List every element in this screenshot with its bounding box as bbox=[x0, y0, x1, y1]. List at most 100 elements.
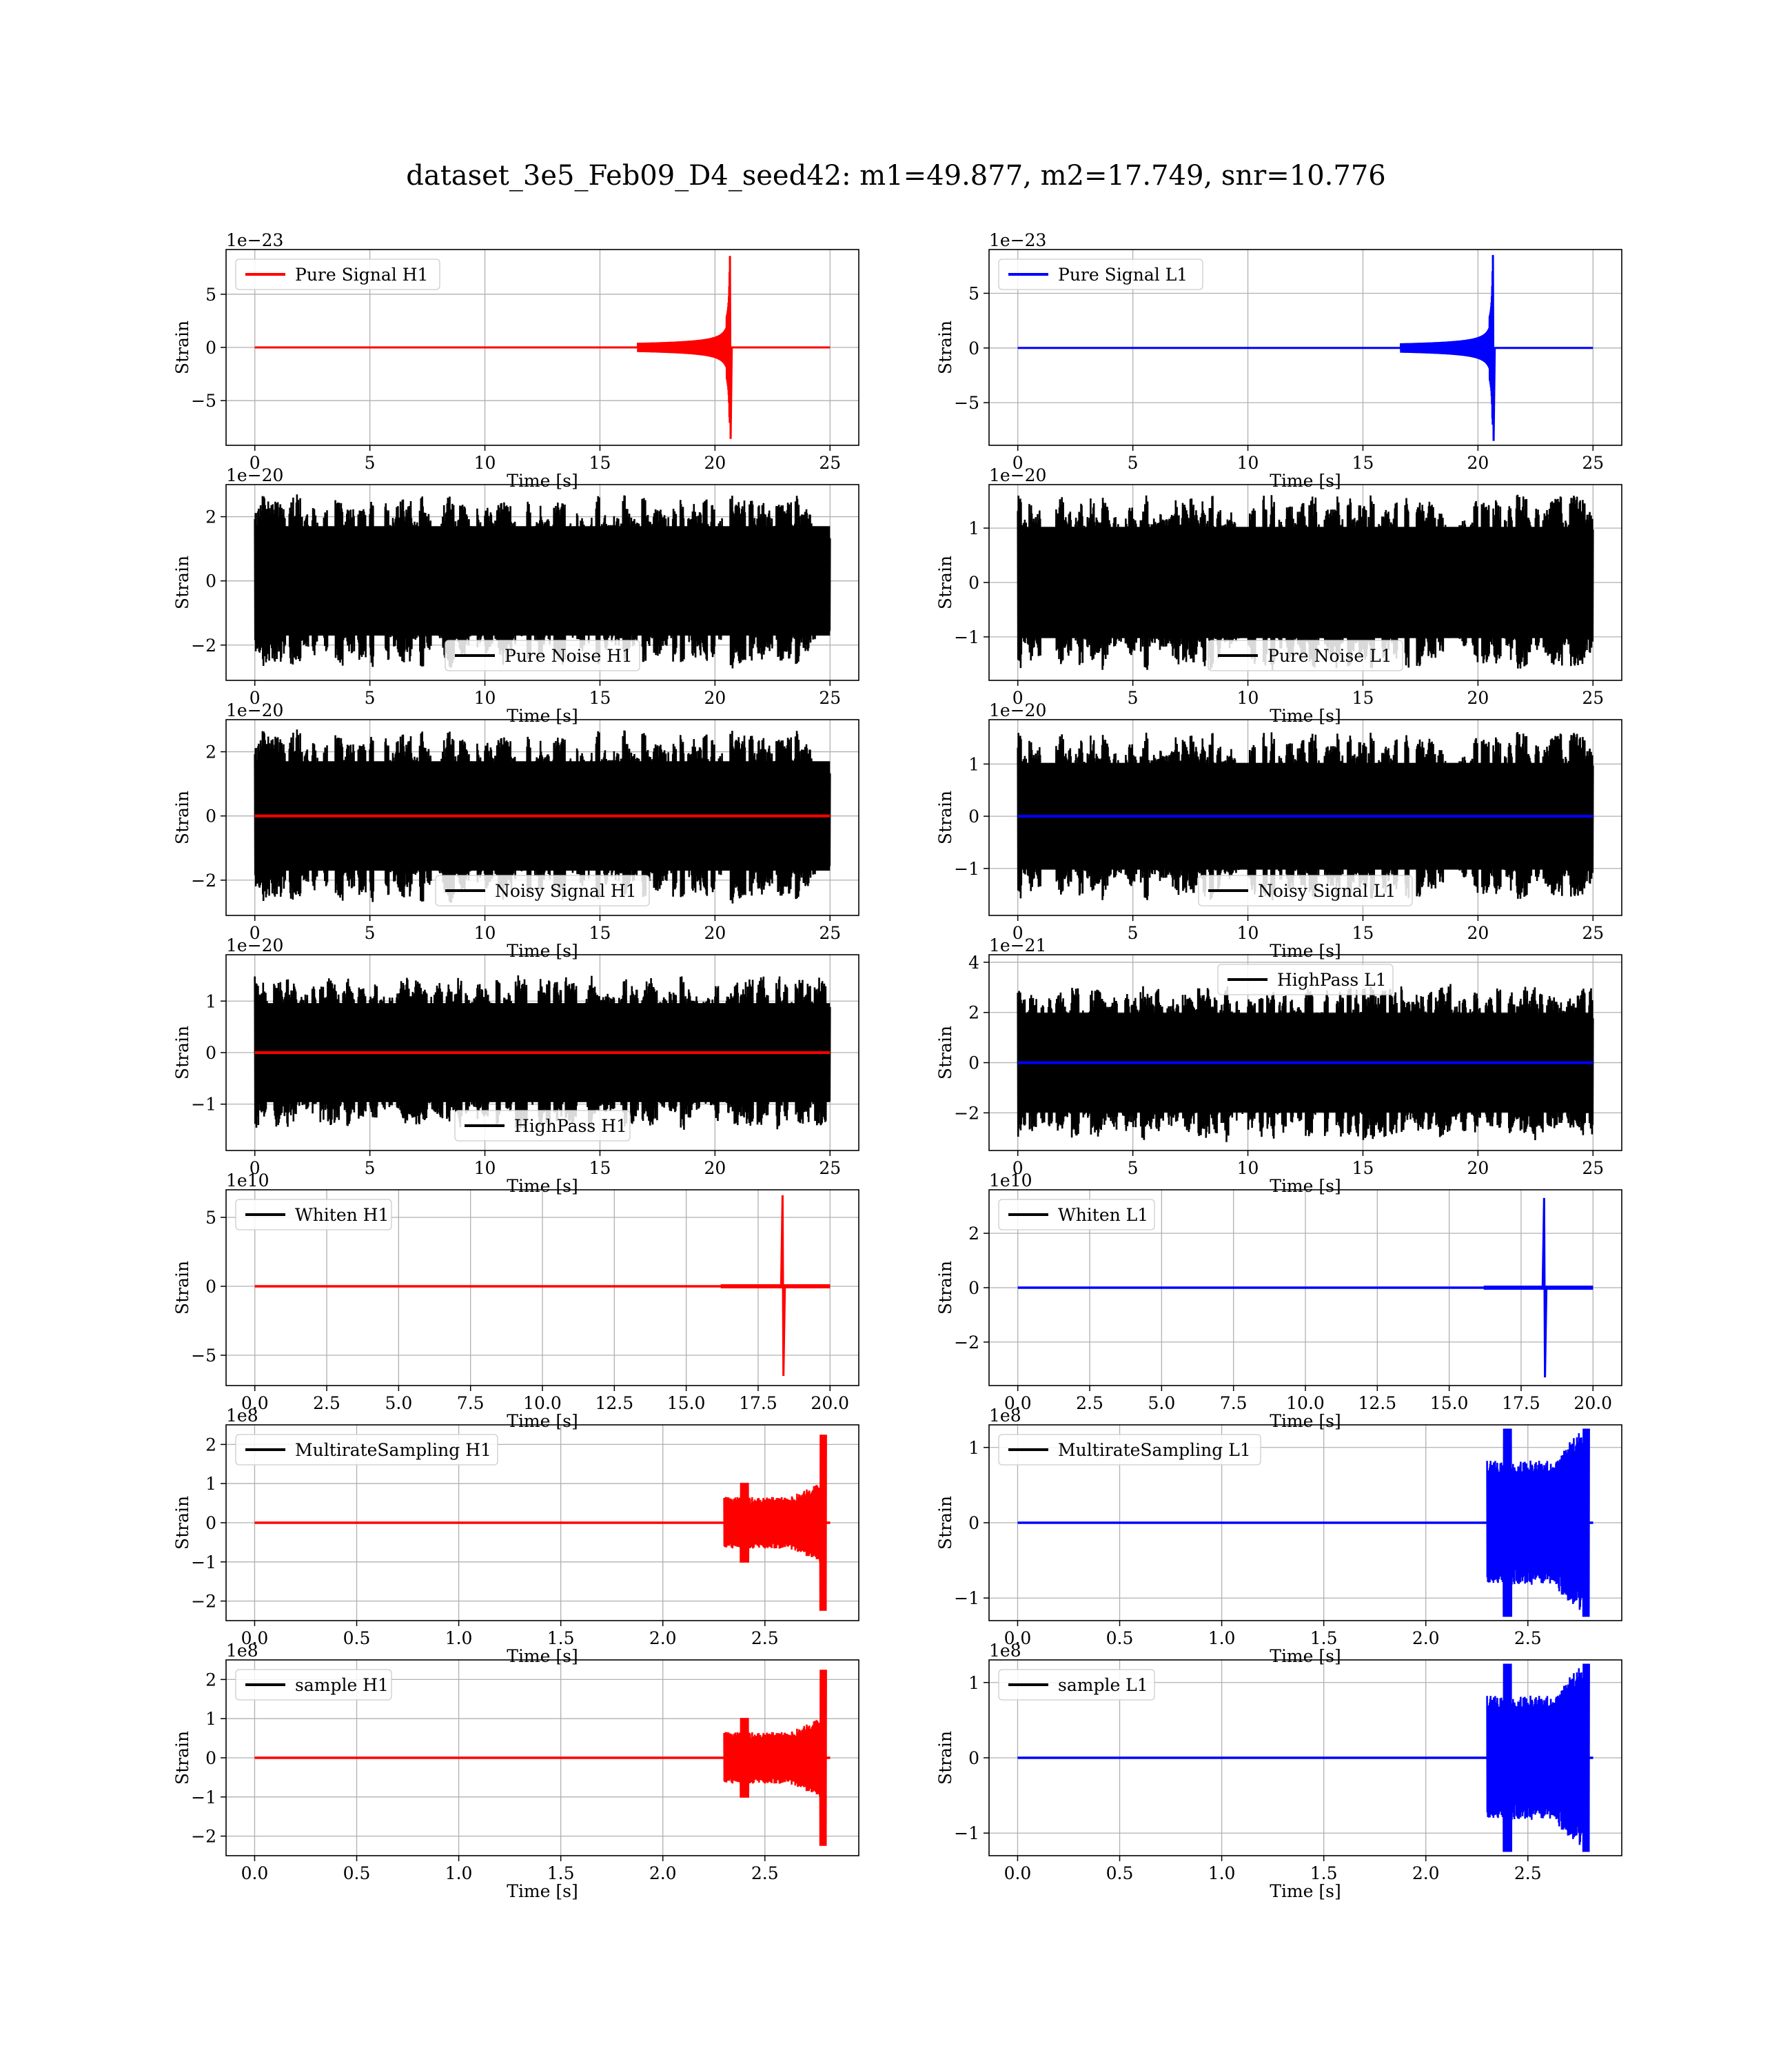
y-tick-label: −2 bbox=[191, 636, 216, 656]
subplot-noisy-signal-l1: 0 5 10 15 20 25 −1 0 1 1e−20 Time [s] Strain Noisy S… bbox=[935, 700, 1622, 961]
offset-multiplier: 1e−21 bbox=[989, 935, 1046, 955]
y-tick-label: 0 bbox=[205, 1513, 216, 1533]
y-tick-label: 0 bbox=[968, 573, 979, 593]
y-tick-label: 1 bbox=[205, 1709, 216, 1729]
y-tick-label: 2 bbox=[205, 1435, 216, 1454]
x-tick-label: 0 bbox=[1012, 688, 1024, 708]
x-tick-label: 20 bbox=[1467, 1158, 1489, 1178]
legend: MultirateSampling L1 bbox=[998, 1434, 1261, 1466]
x-tick-label: 1.5 bbox=[547, 1628, 575, 1648]
y-axis-label: Strain bbox=[935, 1731, 955, 1785]
x-tick-label: 20 bbox=[704, 688, 726, 708]
x-tick-label: 15.0 bbox=[667, 1393, 706, 1413]
legend-label: sample L1 bbox=[1058, 1675, 1148, 1695]
legend-label: sample H1 bbox=[295, 1675, 389, 1695]
y-tick-label: 0 bbox=[968, 807, 979, 827]
plot-area bbox=[254, 1670, 831, 1846]
x-tick-label: 17.5 bbox=[1502, 1393, 1540, 1413]
noise-core bbox=[254, 526, 831, 636]
legend: Pure Noise L1 bbox=[1208, 640, 1403, 671]
x-tick-label: 15 bbox=[589, 1158, 611, 1178]
y-tick-label: 1 bbox=[968, 1438, 979, 1458]
x-tick-label: 25 bbox=[819, 1158, 841, 1178]
subplot-noisy-signal-h1: 0 5 10 15 20 25 −2 0 2 1e−20 Time [s] Strain Noisy S… bbox=[172, 700, 859, 961]
y-tick-label: 2 bbox=[968, 1003, 979, 1023]
legend: sample H1 bbox=[235, 1669, 392, 1701]
legend: Pure Signal L1 bbox=[998, 258, 1203, 290]
x-tick-label: 2.0 bbox=[649, 1628, 677, 1648]
whitened-spike bbox=[780, 1195, 786, 1377]
y-axis-label: Strain bbox=[935, 321, 955, 374]
legend-box bbox=[998, 1199, 1155, 1230]
y-tick-label: 2 bbox=[205, 1670, 216, 1690]
x-tick-label: 20 bbox=[704, 453, 726, 473]
x-tick-label: 10 bbox=[474, 923, 496, 943]
plot-area bbox=[1017, 1197, 1594, 1378]
axes-frame bbox=[225, 484, 859, 681]
legend-box bbox=[998, 1434, 1261, 1466]
offset-multiplier: 1e8 bbox=[226, 1641, 258, 1661]
plot-area bbox=[1017, 254, 1594, 441]
x-axis-label: Time [s] bbox=[507, 1411, 578, 1431]
subplot-pure-signal-l1: 0 5 10 15 20 25 −5 0 5 1e−23 Time [s] Strain Pure Si… bbox=[935, 230, 1622, 491]
y-axis-label: Strain bbox=[172, 1496, 192, 1550]
noise-trace bbox=[254, 975, 831, 1130]
legend-box bbox=[1198, 875, 1413, 906]
noise-core bbox=[1017, 527, 1594, 638]
x-tick-label: 0.0 bbox=[1004, 1863, 1032, 1883]
x-tick-label: 15 bbox=[589, 688, 611, 708]
x-tick-label: 2.5 bbox=[1514, 1863, 1542, 1883]
legend-box bbox=[235, 258, 440, 290]
y-tick-label: 0 bbox=[968, 338, 979, 358]
x-tick-label: 2.5 bbox=[1514, 1628, 1542, 1648]
y-tick-label: 1 bbox=[968, 518, 979, 538]
legend-label: MultirateSampling H1 bbox=[295, 1440, 491, 1460]
y-tick-label: 5 bbox=[205, 1208, 216, 1228]
x-tick-label: 7.5 bbox=[457, 1393, 485, 1413]
x-tick-label: 0.5 bbox=[343, 1863, 371, 1883]
subplot-sample-h1: 0.0 0.5 1.0 1.5 2.0 2.5 −2 −1 0 1 2 1e8 Time [s] Stra… bbox=[172, 1641, 859, 1901]
x-tick-label: 10.0 bbox=[1286, 1393, 1325, 1413]
x-tick-label: 0 bbox=[1012, 923, 1024, 943]
y-axis-label: Strain bbox=[935, 1026, 955, 1079]
plot-area bbox=[254, 1435, 831, 1611]
y-tick-label: 1 bbox=[968, 1673, 979, 1693]
axes-frame bbox=[988, 954, 1622, 1151]
y-tick-label: −1 bbox=[191, 1552, 216, 1572]
y-tick-label: 1 bbox=[205, 1474, 216, 1494]
burst-core bbox=[1487, 1483, 1589, 1563]
y-tick-label: −2 bbox=[954, 1103, 979, 1123]
x-tick-label: 2.5 bbox=[751, 1863, 779, 1883]
legend-box bbox=[435, 875, 650, 906]
axes-frame bbox=[225, 719, 859, 916]
y-axis-label: Strain bbox=[172, 556, 192, 609]
legend-box bbox=[235, 1434, 498, 1466]
y-tick-label: −1 bbox=[954, 1823, 979, 1843]
x-tick-label: 15 bbox=[589, 453, 611, 473]
y-tick-label: 5 bbox=[205, 285, 216, 305]
x-axis-label: Time [s] bbox=[507, 1646, 578, 1666]
x-axis-label: Time [s] bbox=[1270, 941, 1341, 961]
axes-frame bbox=[988, 719, 1622, 916]
plot-area bbox=[1017, 731, 1594, 901]
x-tick-label: 25 bbox=[1582, 1158, 1604, 1178]
subplot-multiratesampling-h1: 0.0 0.5 1.0 1.5 2.0 2.5 −2 −1 0 1 2 1e8 Time [s] Stra… bbox=[172, 1406, 859, 1666]
y-tick-label: 0 bbox=[205, 1748, 216, 1768]
x-tick-label: 10 bbox=[1237, 688, 1259, 708]
y-tick-label: 1 bbox=[205, 991, 216, 1011]
y-tick-label: −5 bbox=[954, 393, 979, 413]
legend-label: HighPass H1 bbox=[514, 1116, 627, 1136]
x-tick-label: 1.0 bbox=[445, 1863, 473, 1883]
y-tick-label: −1 bbox=[954, 1588, 979, 1608]
x-tick-label: 15 bbox=[1352, 688, 1374, 708]
x-tick-label: 20.0 bbox=[811, 1393, 849, 1413]
subplot-highpass-h1: 0 5 10 15 20 25 −1 0 1 1e−20 Time [s] Strain HighPas… bbox=[172, 935, 859, 1196]
y-tick-label: 1 bbox=[968, 754, 979, 774]
legend-box bbox=[998, 258, 1203, 290]
burst-core bbox=[1487, 1718, 1589, 1798]
x-tick-label: 5 bbox=[1128, 688, 1139, 708]
y-tick-label: 0 bbox=[968, 1748, 979, 1768]
y-tick-label: −2 bbox=[191, 871, 216, 891]
